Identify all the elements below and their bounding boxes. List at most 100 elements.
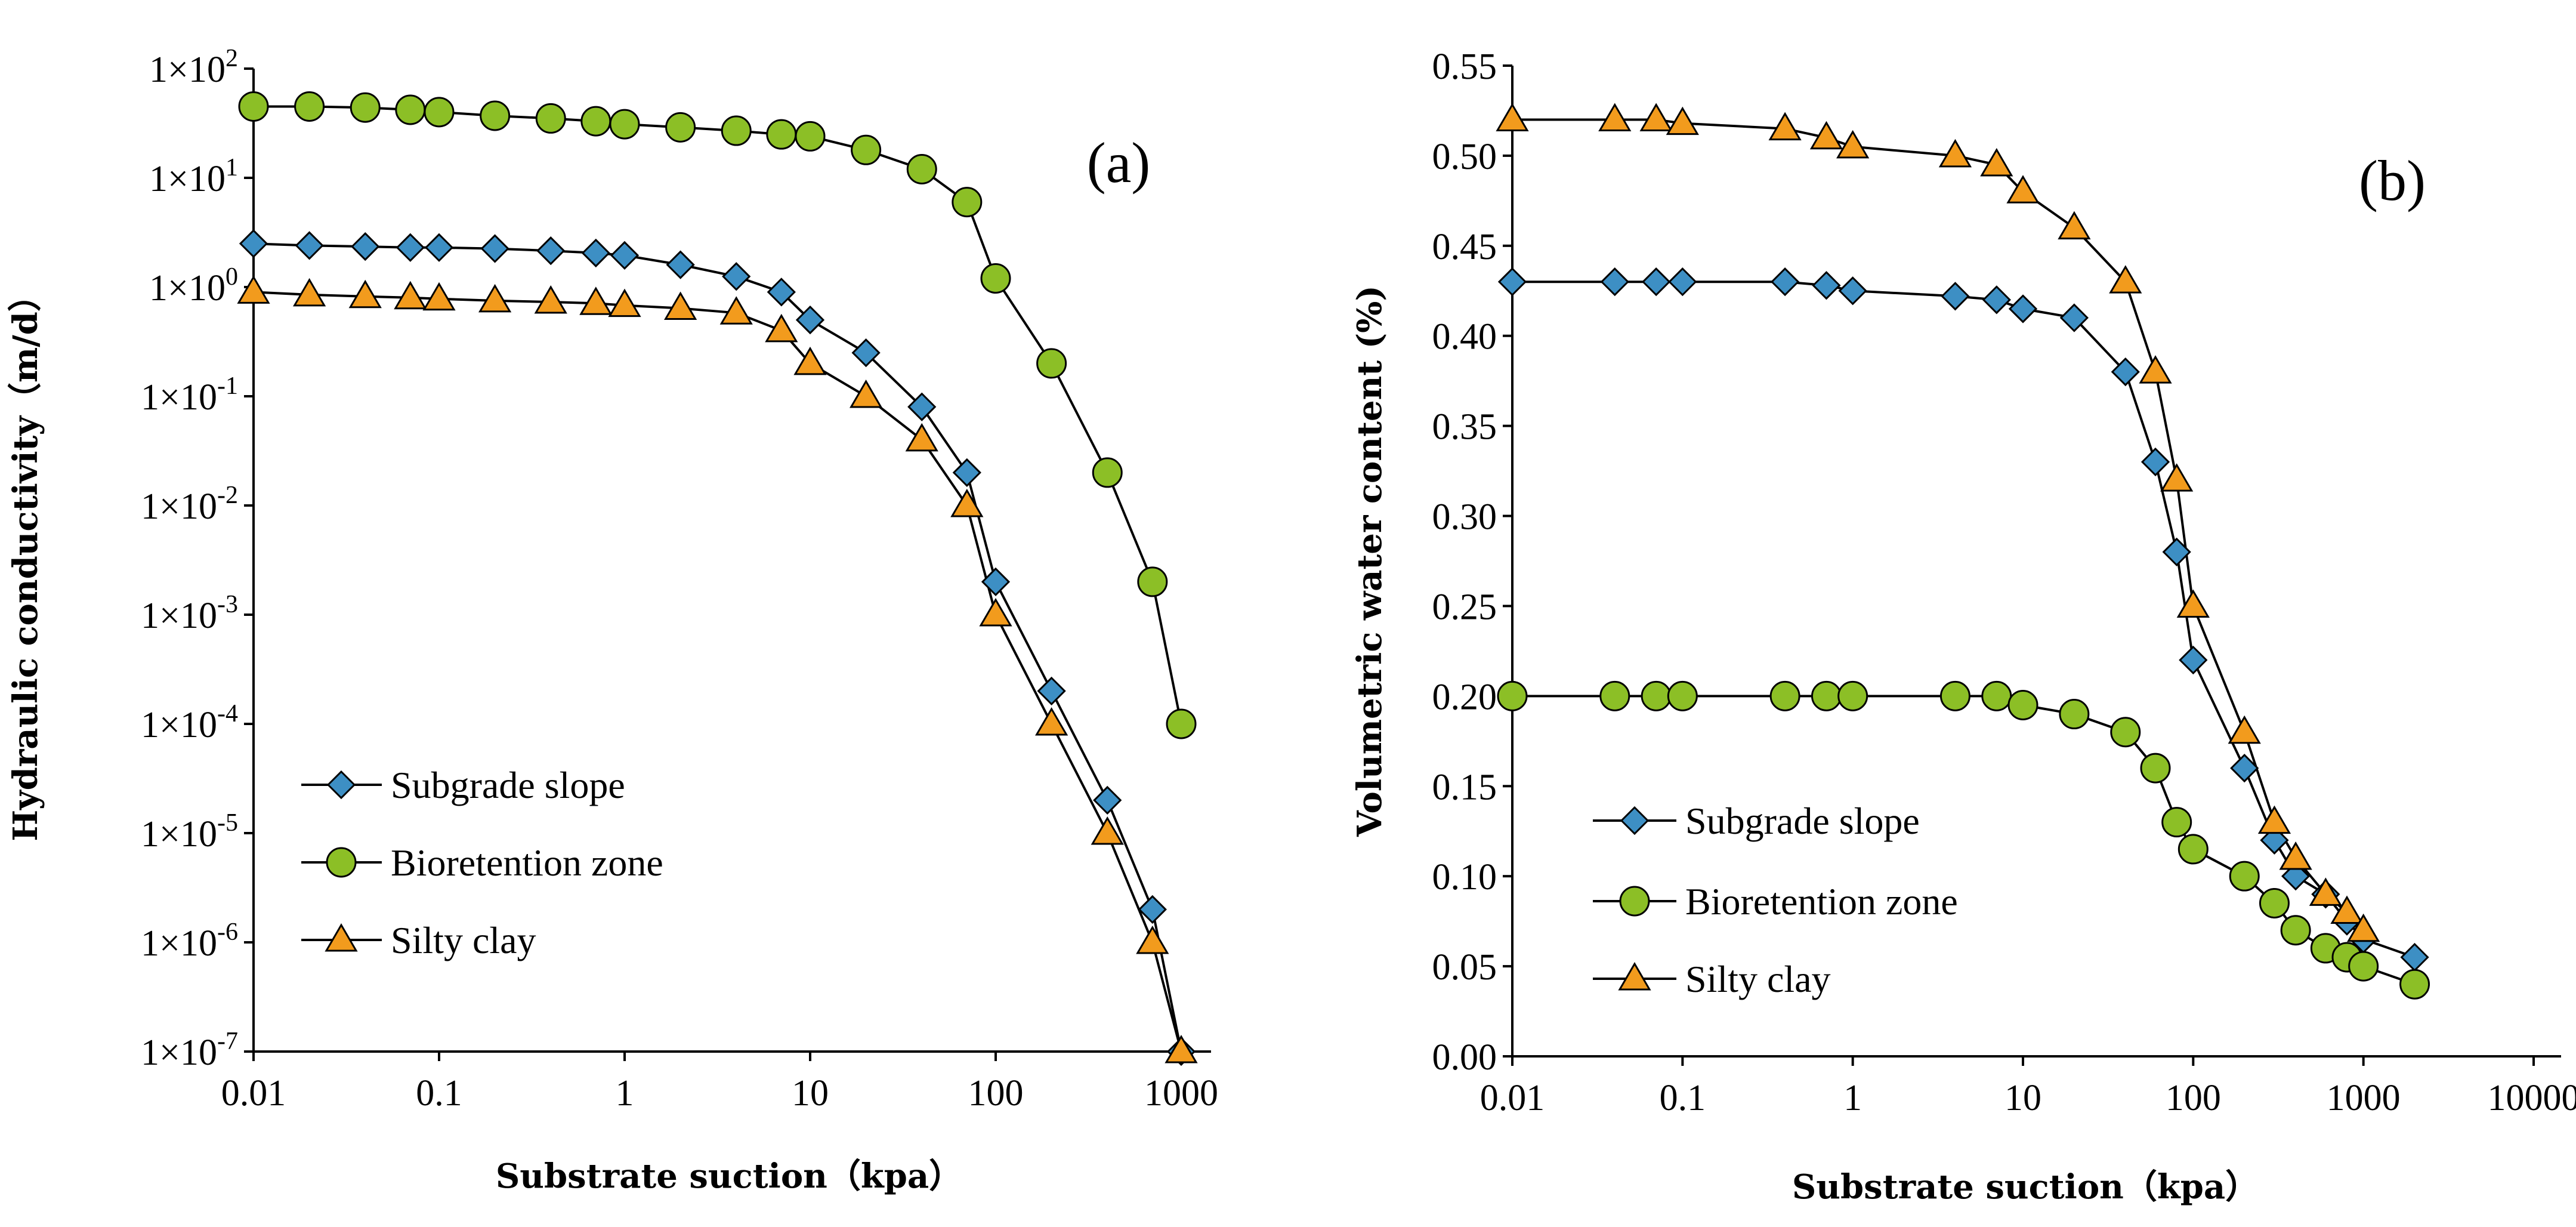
legend-item-silty-clay-a: Silty clay (301, 919, 536, 961)
data-point-diamond (396, 233, 425, 262)
data-point-triangle (2309, 877, 2342, 906)
data-point-circle (580, 106, 611, 137)
data-point-circle (2348, 951, 2379, 982)
series-markers-a (237, 91, 1198, 1066)
data-point-circle (1137, 566, 1168, 597)
legend-item-subgrade-slope-a: Subgrade slope (301, 764, 625, 806)
data-point-triangle (293, 278, 326, 307)
data-point-circle (1599, 680, 1630, 711)
data-point-triangle (2228, 715, 2261, 744)
data-point-triangle (237, 275, 270, 304)
data-point-diamond (2230, 753, 2259, 783)
data-point-diamond (795, 305, 825, 335)
data-point-circle (766, 119, 797, 150)
x-ticks-b: 0.01 0.1 1 10 100 1000 10000 (1480, 1056, 2576, 1118)
circle-marker-icon (1619, 886, 1650, 917)
y-axis-title-b: Volumetric water content (%) (1350, 285, 1389, 837)
data-point-diamond (1497, 267, 1527, 297)
data-point-triangle (2139, 355, 2172, 384)
y-tick-label: 1×10-7 (141, 1028, 238, 1073)
legend-item-bioretention-zone-a: Bioretention zone (301, 841, 663, 884)
y-tick-label: 0.55 (1432, 47, 1497, 87)
data-point-diamond (239, 229, 268, 258)
series-lines-a (253, 105, 1182, 1052)
data-point-diamond (2111, 357, 2140, 387)
x-tick-label: 1 (1843, 1078, 1862, 1118)
data-point-triangle (422, 282, 456, 311)
series-line-diamond (1512, 280, 2416, 958)
data-point-triangle (608, 288, 641, 317)
y-tick-label: 0.05 (1432, 947, 1497, 988)
y-tick-label: 0.25 (1432, 587, 1497, 627)
data-point-triangle (1639, 103, 1673, 132)
x-tick-label: 0.1 (416, 1073, 462, 1114)
data-point-triangle (2006, 175, 2040, 204)
data-point-triangle (1980, 148, 2013, 177)
data-point-diamond (1642, 267, 1671, 297)
data-point-triangle (2058, 211, 2091, 240)
data-point-diamond (767, 278, 796, 307)
diamond-marker-icon (326, 770, 356, 800)
x-tick-label: 0.1 (1660, 1078, 1706, 1118)
data-point-circle (609, 109, 640, 140)
data-point-diamond (907, 392, 937, 421)
data-point-triangle (1809, 121, 1843, 150)
data-point-circle (2161, 807, 2192, 838)
data-point-triangle (850, 380, 883, 408)
y-tick-label: 0.40 (1432, 317, 1497, 357)
legend-label: Bioretention zone (1685, 880, 1958, 923)
data-point-diamond (480, 234, 509, 263)
data-point-circle (2140, 753, 2171, 784)
data-point-diamond (1037, 676, 1066, 706)
x-tick-label: 10 (2004, 1078, 2041, 1118)
series-lines-b (1512, 118, 2416, 986)
legend-a: Subgrade slope Bioretention zone Silty c… (301, 764, 663, 961)
data-point-diamond (2059, 303, 2089, 332)
data-point-diamond (2281, 862, 2311, 891)
x-tick-label: 1000 (2327, 1078, 2401, 1118)
data-point-circle (2229, 861, 2260, 892)
x-tick-label: 10 (792, 1073, 829, 1114)
data-point-diamond (2179, 645, 2208, 675)
data-point-triangle (719, 296, 753, 325)
y-tick-label: 1×101 (149, 154, 238, 199)
legend-label: Bioretention zone (391, 841, 663, 884)
data-point-triangle (1496, 103, 1529, 132)
y-ticks-b: 0.00 0.05 0.10 0.15 0.20 0.25 0.30 0.35 0.40 0.45… (1432, 47, 1512, 1078)
data-point-triangle (1035, 707, 1068, 736)
data-point-circle (1769, 680, 1800, 711)
y-tick-label: 0.30 (1432, 497, 1497, 538)
data-point-circle (350, 92, 381, 123)
y-tick-label: 1×10-4 (141, 700, 238, 745)
data-point-triangle (1666, 106, 1699, 135)
data-point-triangle (2257, 805, 2291, 834)
data-point-circle (2059, 699, 2090, 730)
data-point-triangle (793, 346, 827, 375)
data-point-circle (424, 97, 455, 128)
data-point-circle (1939, 680, 1970, 711)
data-point-diamond (981, 567, 1011, 597)
triangle-marker-icon (1618, 962, 1651, 991)
x-axis-title-a: Substrate suction（kpa） (496, 1157, 962, 1196)
data-point-triangle (2330, 895, 2364, 924)
x-tick-label: 1 (616, 1073, 634, 1114)
y-tick-label: 0.10 (1432, 857, 1497, 898)
data-point-triangle (2176, 589, 2210, 618)
data-point-circle (2007, 689, 2038, 720)
data-point-circle (395, 94, 426, 125)
data-point-circle (1667, 680, 1698, 711)
chart-panel-b: 0.00 0.05 0.10 0.15 0.20 0.25 0.30 0.35 0.40 0.45… (1350, 47, 2576, 1207)
series-markers-b (1496, 103, 2430, 1000)
legend-label: Subgrade slope (391, 764, 625, 806)
data-point-diamond (295, 231, 324, 260)
data-point-circle (238, 91, 269, 122)
y-tick-label: 0.15 (1432, 767, 1497, 807)
data-point-triangle (579, 286, 613, 315)
data-point-diamond (2162, 537, 2191, 567)
data-point-triangle (1836, 130, 1870, 159)
data-point-circle (721, 115, 752, 146)
data-point-diamond (581, 238, 610, 268)
y-tick-label: 1×10-6 (141, 918, 238, 964)
data-point-triangle (664, 291, 697, 320)
data-point-circle (1641, 680, 1672, 711)
